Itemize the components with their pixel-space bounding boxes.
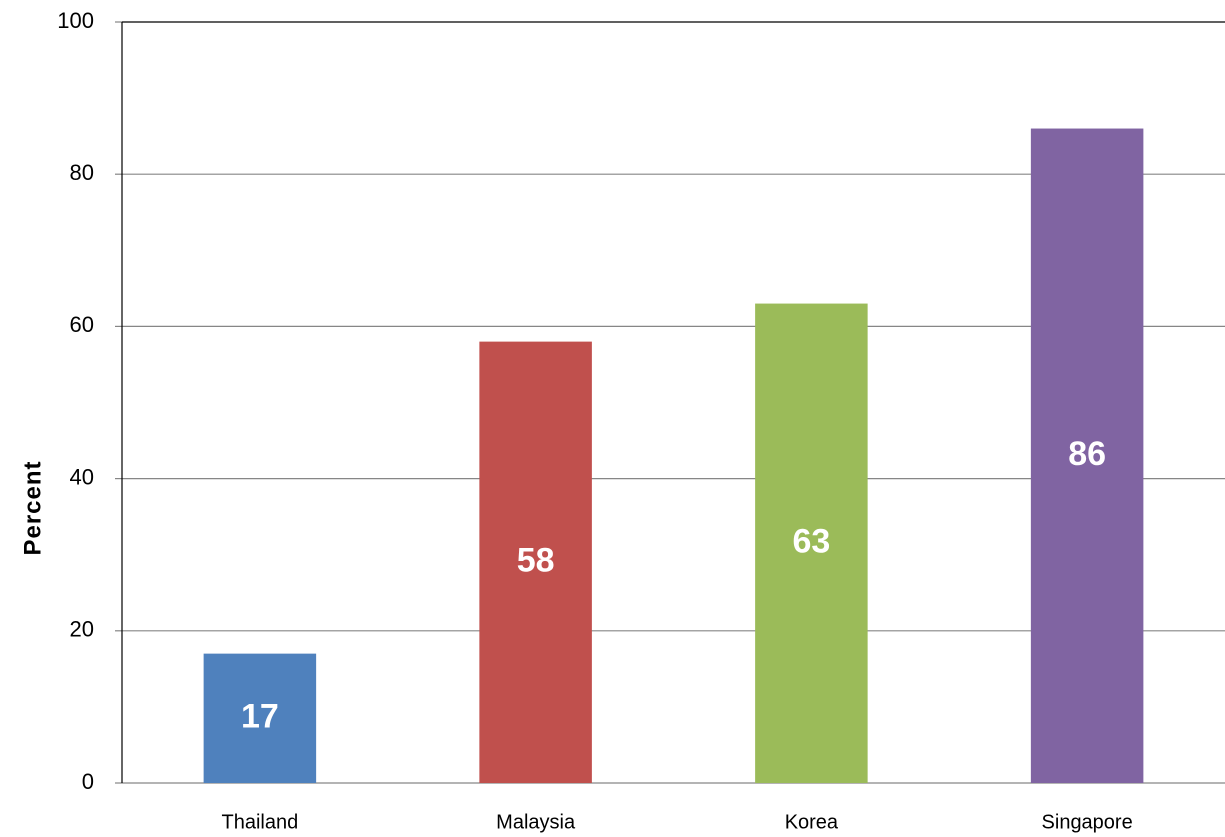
y-tick-label: 20 <box>70 617 94 642</box>
data-label: 86 <box>1068 435 1106 473</box>
bar <box>1030 128 1144 784</box>
y-tick-label: 80 <box>70 160 94 185</box>
bar <box>203 653 317 783</box>
x-tick-label: Korea <box>785 811 839 833</box>
y-axis-label: Percent <box>19 460 46 555</box>
y-tick-label: 0 <box>82 769 94 794</box>
y-tick-label: 40 <box>70 464 94 489</box>
data-label: 17 <box>241 697 279 735</box>
data-label: 63 <box>792 522 830 560</box>
x-tick-label: Thailand <box>222 811 299 833</box>
data-label: 58 <box>517 541 555 579</box>
x-tick-label: Singapore <box>1042 811 1133 833</box>
bar <box>479 341 592 783</box>
bar <box>755 303 868 783</box>
y-tick-label: 100 <box>57 8 94 33</box>
x-tick-label: Malaysia <box>496 811 576 833</box>
y-tick-label: 60 <box>70 312 94 337</box>
